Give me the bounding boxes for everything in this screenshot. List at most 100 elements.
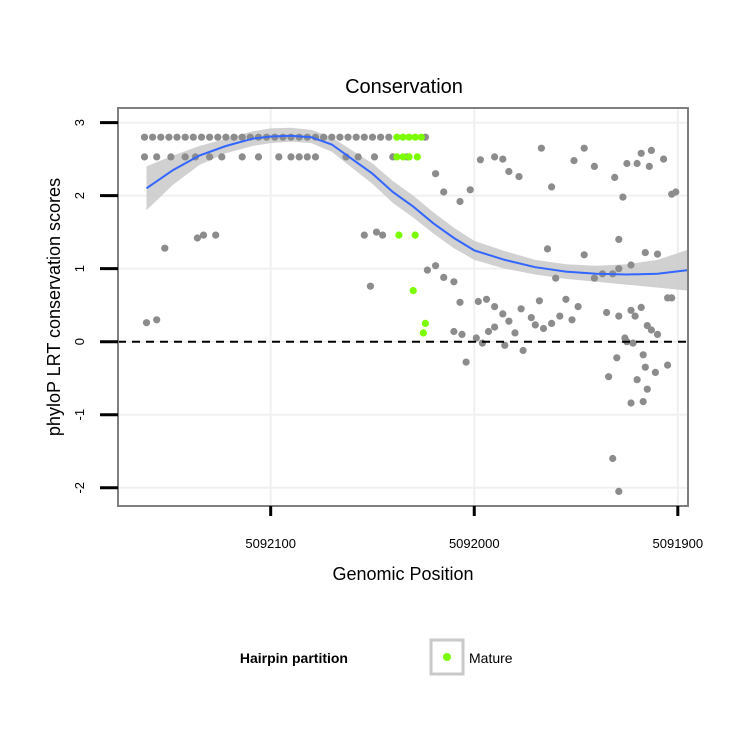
point-1-5 bbox=[393, 153, 401, 161]
point-0-150 bbox=[641, 363, 649, 371]
point-0-65 bbox=[476, 156, 484, 164]
point-0-140 bbox=[643, 385, 651, 393]
point-0-97 bbox=[535, 297, 544, 305]
point-0-24 bbox=[287, 133, 295, 141]
point-0-66 bbox=[491, 153, 499, 161]
point-0-1 bbox=[153, 316, 161, 324]
point-0-13 bbox=[197, 133, 206, 141]
point-0-120 bbox=[539, 324, 548, 333]
point-0-128 bbox=[615, 312, 623, 320]
point-0-115 bbox=[491, 323, 499, 331]
point-0-112 bbox=[668, 294, 676, 302]
point-0-12 bbox=[189, 133, 197, 141]
point-0-85 bbox=[432, 262, 440, 270]
point-0-98 bbox=[543, 245, 552, 253]
point-0-79 bbox=[647, 146, 656, 154]
legend-title: Hairpin partition bbox=[240, 650, 348, 666]
point-1-13 bbox=[419, 329, 427, 337]
point-0-10 bbox=[173, 133, 181, 141]
point-0-121 bbox=[548, 319, 556, 327]
point-0-130 bbox=[629, 339, 637, 347]
point-0-100 bbox=[562, 295, 570, 303]
y-tick-label-1: -1 bbox=[72, 409, 87, 421]
y-tick-label-2: 0 bbox=[72, 338, 87, 345]
legend-entry-mature: Mature bbox=[469, 650, 513, 666]
point-0-46 bbox=[254, 153, 263, 161]
point-0-132 bbox=[637, 303, 645, 311]
point-0-23 bbox=[279, 133, 287, 141]
point-0-70 bbox=[537, 144, 546, 152]
point-0-131 bbox=[615, 235, 623, 243]
point-0-61 bbox=[432, 170, 440, 178]
smooth-line bbox=[145, 134, 689, 276]
point-0-126 bbox=[484, 327, 493, 336]
x-tick-label-1: 5092000 bbox=[449, 536, 500, 551]
point-0-31 bbox=[344, 133, 352, 141]
point-0-34 bbox=[368, 133, 377, 141]
point-0-143 bbox=[627, 399, 635, 407]
point-0-136 bbox=[639, 351, 647, 359]
point-0-139 bbox=[633, 376, 641, 384]
x-tick-label-0: 5092100 bbox=[245, 536, 296, 551]
point-0-110 bbox=[653, 250, 662, 258]
point-0-93 bbox=[499, 310, 507, 318]
point-0-95 bbox=[517, 305, 525, 313]
x-axis-ticks: 5092100 5092000 5091900 bbox=[245, 506, 703, 551]
point-0-54 bbox=[370, 153, 379, 161]
point-0-108 bbox=[627, 261, 635, 269]
point-0-5 bbox=[212, 231, 220, 239]
point-0-74 bbox=[590, 162, 599, 170]
point-1-3 bbox=[411, 133, 419, 141]
point-0-101 bbox=[568, 316, 576, 324]
point-0-4 bbox=[199, 231, 208, 239]
point-0-78 bbox=[633, 159, 641, 168]
point-0-88 bbox=[423, 266, 431, 274]
point-1-4 bbox=[417, 133, 425, 141]
point-1-2 bbox=[405, 133, 413, 141]
point-0-62 bbox=[440, 188, 448, 196]
point-0-77 bbox=[623, 159, 631, 168]
x-axis-title: Genomic Position bbox=[332, 564, 473, 584]
point-1-12 bbox=[421, 319, 429, 327]
point-0-103 bbox=[580, 251, 588, 259]
point-0-32 bbox=[352, 133, 360, 141]
point-0-64 bbox=[466, 186, 474, 194]
point-0-3 bbox=[193, 234, 201, 242]
point-0-114 bbox=[478, 339, 486, 347]
y-tick-label-0: -2 bbox=[72, 482, 87, 494]
point-0-146 bbox=[615, 487, 623, 495]
point-0-125 bbox=[472, 334, 480, 342]
point-0-80 bbox=[660, 155, 668, 163]
point-0-58 bbox=[372, 228, 381, 236]
point-0-145 bbox=[609, 454, 617, 463]
point-0-16 bbox=[222, 133, 230, 141]
point-0-91 bbox=[482, 295, 491, 303]
point-0-69 bbox=[515, 173, 523, 181]
point-0-47 bbox=[275, 153, 283, 161]
point-0-148 bbox=[631, 312, 639, 320]
point-0-117 bbox=[511, 329, 519, 337]
point-0-44 bbox=[218, 153, 226, 161]
point-0-60 bbox=[366, 282, 374, 290]
point-0-33 bbox=[360, 133, 368, 141]
point-0-122 bbox=[556, 312, 564, 320]
point-0-90 bbox=[474, 297, 482, 306]
point-0-2 bbox=[161, 244, 169, 252]
point-0-11 bbox=[181, 133, 189, 141]
point-0-39 bbox=[153, 153, 161, 161]
chart-title: Conservation bbox=[345, 76, 463, 98]
point-1-0 bbox=[393, 133, 401, 141]
plot-panel bbox=[118, 108, 688, 506]
point-0-41 bbox=[181, 153, 189, 161]
point-0-71 bbox=[548, 183, 556, 191]
point-0-28 bbox=[320, 133, 328, 141]
point-1-9 bbox=[395, 231, 403, 239]
point-0-49 bbox=[295, 153, 303, 161]
point-0-84 bbox=[645, 162, 653, 170]
point-0-76 bbox=[619, 193, 627, 201]
point-0-6 bbox=[140, 133, 149, 141]
point-0-53 bbox=[354, 153, 362, 161]
point-0-137 bbox=[613, 354, 621, 362]
point-0-141 bbox=[651, 368, 660, 376]
